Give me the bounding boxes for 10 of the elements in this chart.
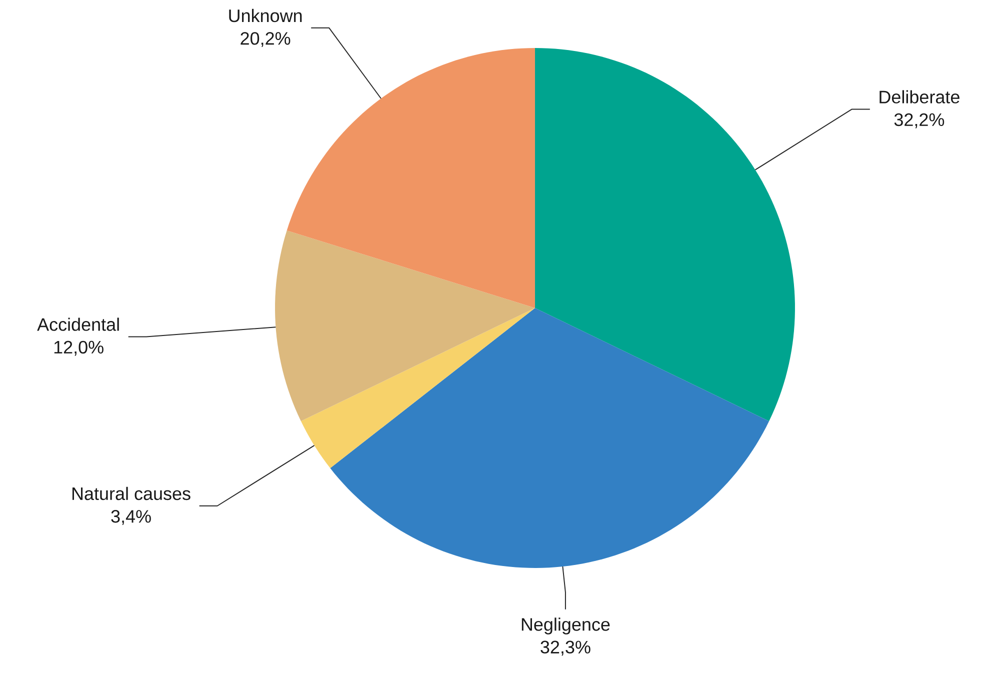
slice-label: Deliberate <box>880 90 960 104</box>
slice-label: Unknown <box>229 8 302 22</box>
data-label: 20,2% <box>240 32 290 47</box>
data-label: 12,0% <box>54 340 104 356</box>
slice-label: Accidental <box>37 318 119 331</box>
slice-label: Negligence <box>522 618 610 634</box>
data-label: 32,3% <box>540 640 590 656</box>
data-label: 32,2% <box>894 113 944 128</box>
data-label: 3,4% <box>111 510 151 525</box>
slice-label: Natural causes <box>72 486 190 500</box>
